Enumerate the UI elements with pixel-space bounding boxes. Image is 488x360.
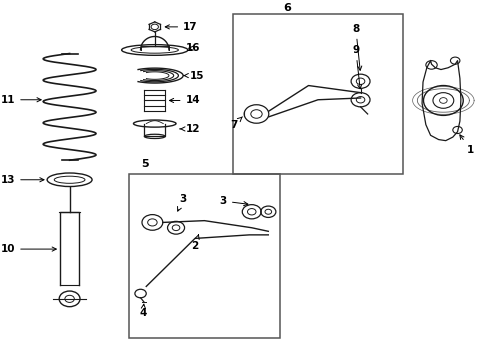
Ellipse shape [144,134,165,139]
Ellipse shape [122,45,187,55]
Text: 2: 2 [191,235,199,251]
Text: 9: 9 [351,45,361,89]
Text: 6: 6 [283,3,290,13]
Text: 7: 7 [230,117,242,130]
Text: 10: 10 [0,244,56,254]
Text: 12: 12 [180,124,200,134]
Bar [128,175,280,338]
Text: 16: 16 [185,43,200,53]
Text: 1: 1 [459,135,473,154]
Text: 11: 11 [0,95,41,105]
Text: 17: 17 [165,22,197,32]
Text: 3: 3 [219,196,247,206]
Ellipse shape [133,120,176,127]
Text: 13: 13 [0,175,44,185]
Text: 5: 5 [141,159,149,169]
Bar [232,14,402,175]
Text: 14: 14 [169,95,200,105]
Text: 8: 8 [351,24,361,70]
Text: 15: 15 [184,71,204,81]
Text: 3: 3 [177,194,186,211]
Text: 4: 4 [139,304,146,318]
